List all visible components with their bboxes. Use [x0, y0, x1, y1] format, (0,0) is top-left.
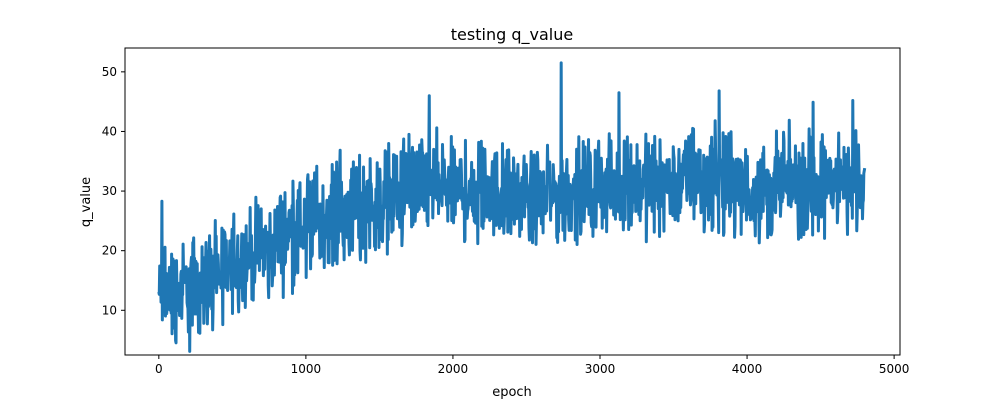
- x-tick-label: 1000: [291, 362, 322, 376]
- y-tick-label: 50: [102, 65, 117, 79]
- x-axis: 0 1000 2000 3000 4000 5000: [155, 355, 909, 376]
- series-layer: [157, 61, 867, 353]
- x-tick-label: 2000: [438, 362, 469, 376]
- y-tick-label: 40: [102, 124, 117, 138]
- chart-title: testing q_value: [451, 25, 573, 45]
- q-value-series-line: [157, 61, 867, 353]
- y-tick-label: 30: [102, 184, 117, 198]
- y-axis-label: q_value: [79, 177, 94, 227]
- y-tick-label: 20: [102, 244, 117, 258]
- x-axis-label: epoch: [492, 385, 532, 400]
- x-tick-label: 0: [155, 362, 163, 376]
- x-tick-label: 5000: [879, 362, 910, 376]
- y-tick-label: 10: [102, 303, 117, 317]
- x-tick-label: 3000: [585, 362, 616, 376]
- y-axis: 10 20 30 40 50: [102, 65, 125, 317]
- x-tick-label: 4000: [732, 362, 763, 376]
- plot-frame: [124, 47, 901, 356]
